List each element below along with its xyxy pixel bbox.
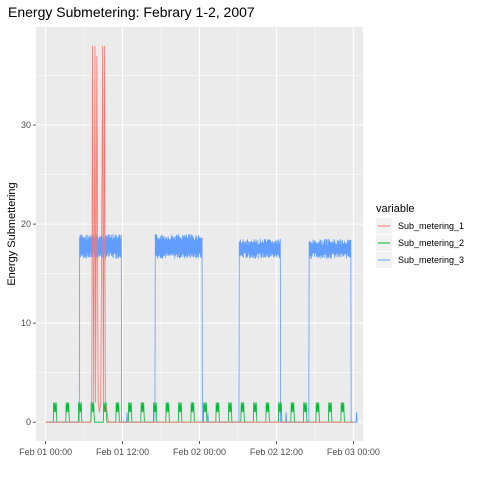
x-tick-label: Feb 01 00:00 <box>19 447 72 457</box>
y-tick-label: 20 <box>21 219 31 229</box>
x-tick-label: Feb 02 12:00 <box>250 447 303 457</box>
y-axis: 0 10 20 30 <box>21 120 36 427</box>
x-tick-label: Feb 01 12:00 <box>96 447 149 457</box>
series-layer <box>45 45 358 423</box>
legend-title: variable <box>376 203 415 215</box>
x-tick-label: Feb 02 00:00 <box>173 447 226 457</box>
legend-label: Sub_metering_1 <box>398 221 464 231</box>
y-axis-title: Energy Submettering <box>6 182 18 285</box>
y-tick-label: 10 <box>21 318 31 328</box>
y-tick-label: 0 <box>26 417 31 427</box>
chart-title: Energy Submetering: Febrary 1-2, 2007 <box>8 4 255 20</box>
legend: variable Sub_metering_1 Sub_metering_2 Sub_… <box>376 203 464 268</box>
x-axis: Feb 01 00:00 Feb 01 12:00 Feb 02 00:00 Feb … <box>19 441 380 457</box>
sub-metering-1-line <box>45 45 354 423</box>
sub-metering-3-line <box>45 234 358 423</box>
legend-label: Sub_metering_3 <box>398 255 464 265</box>
x-tick-label: Feb 03 00:00 <box>327 447 380 457</box>
legend-label: Sub_metering_2 <box>398 238 464 248</box>
y-tick-label: 30 <box>21 120 31 130</box>
